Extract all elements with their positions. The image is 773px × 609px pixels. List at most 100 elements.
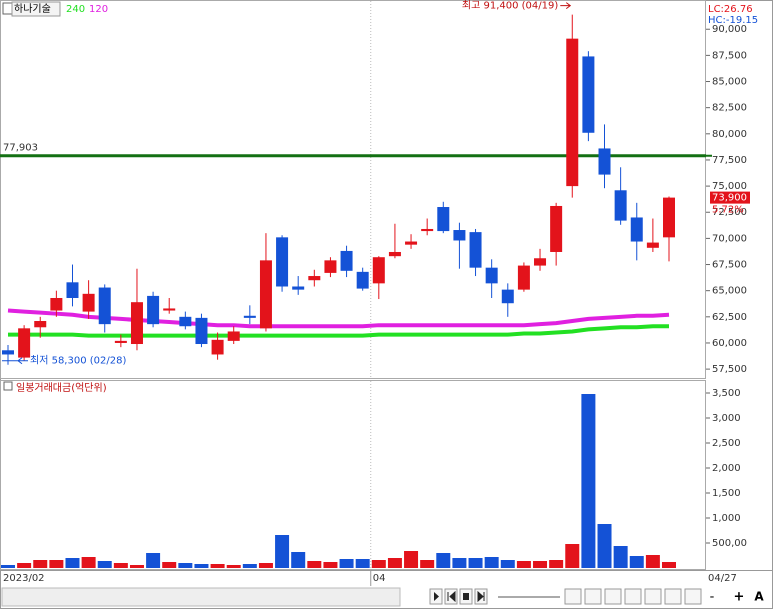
price-panel xyxy=(0,0,706,379)
legend-entry: 240 xyxy=(66,4,85,15)
chart-title: 하나기술 xyxy=(14,2,51,15)
y-tick-label: 75,000 xyxy=(712,181,747,192)
candle-body xyxy=(437,207,450,232)
volume-bar xyxy=(339,559,354,568)
title-box xyxy=(11,1,61,17)
y-tick-label: 85,000 xyxy=(712,77,747,88)
volume-bar xyxy=(404,551,419,568)
candle-body xyxy=(388,251,401,257)
candle-body xyxy=(211,339,224,355)
y-tick-label: 3,500 xyxy=(712,388,741,399)
volume-bar xyxy=(1,565,15,568)
candle-body xyxy=(34,321,47,328)
y-tick-label: 82,500 xyxy=(712,103,747,114)
scrollbar[interactable] xyxy=(1,587,401,607)
moving-average xyxy=(7,308,670,329)
x-tick-label: 2023/02 xyxy=(3,573,45,584)
icon xyxy=(447,590,456,603)
volume-bar xyxy=(613,546,628,568)
volume-bar xyxy=(178,563,193,568)
candle-body xyxy=(630,217,643,242)
y-tick-label: 57,500 xyxy=(712,364,747,375)
candle-body xyxy=(147,295,160,325)
candle-body xyxy=(566,38,579,187)
candle-body xyxy=(485,267,498,284)
candle-body xyxy=(179,316,192,327)
candle-body xyxy=(550,205,563,252)
candle-body xyxy=(276,237,289,287)
volume-bar xyxy=(387,558,402,568)
button[interactable] xyxy=(624,588,642,605)
volume-bar xyxy=(275,535,290,568)
volume-bar xyxy=(371,560,386,568)
volume-bar xyxy=(81,557,96,568)
candle-body xyxy=(663,197,675,238)
volume-bar xyxy=(581,394,596,568)
candle-body xyxy=(18,328,31,358)
y-tick-label: 2,000 xyxy=(712,463,741,474)
high-note: 최고 91,400 (04/19) xyxy=(462,0,558,12)
last-price-box xyxy=(710,191,750,204)
button[interactable] xyxy=(604,588,622,605)
button[interactable] xyxy=(664,588,682,605)
x-tick-label: 04 xyxy=(373,573,386,584)
candle-body xyxy=(614,190,627,221)
candle-body xyxy=(372,257,385,284)
volume-bar xyxy=(33,560,48,568)
zoom-out[interactable]: - xyxy=(710,590,715,605)
candle-body xyxy=(308,276,321,281)
y-tick-label: 70,000 xyxy=(712,233,747,244)
volume-bar xyxy=(65,558,80,568)
volume-bar xyxy=(194,564,209,568)
volume-bar xyxy=(258,563,273,568)
volume-bar xyxy=(210,564,225,568)
volume-bar xyxy=(307,561,322,568)
hc-label: HC:-19.15 xyxy=(708,15,758,26)
volume-bar xyxy=(226,565,241,568)
arrow xyxy=(560,2,572,9)
volume-bar xyxy=(436,553,451,568)
y-tick-label: 65,000 xyxy=(712,286,747,297)
candle-body xyxy=(598,148,611,175)
volume-bar xyxy=(355,559,370,568)
volume-bar xyxy=(533,561,548,568)
volume-bar xyxy=(97,561,112,568)
volume-bar xyxy=(452,558,467,568)
candle-body xyxy=(405,241,418,245)
low-note: 최저 58,300 (02/28) xyxy=(30,355,126,367)
icon xyxy=(434,592,439,601)
volume-bar xyxy=(291,552,306,568)
volume-bar xyxy=(629,556,644,568)
candle-body xyxy=(501,289,514,304)
candle-body xyxy=(292,286,305,290)
candle-body xyxy=(2,350,14,355)
volume-bar xyxy=(662,562,676,568)
candle-body xyxy=(453,230,466,241)
lc-label: LC:26.76 xyxy=(708,4,753,15)
legend-entry: 120 xyxy=(89,4,108,15)
volume-panel xyxy=(0,380,706,570)
icon xyxy=(463,593,469,600)
volume-bar xyxy=(484,557,499,568)
candle-body xyxy=(421,228,434,232)
volume-title: 일봉거래대금(억단위) xyxy=(16,381,107,394)
volume-bar xyxy=(565,544,580,568)
button[interactable] xyxy=(564,588,582,605)
panel-icon[interactable] xyxy=(3,381,13,391)
candle-body xyxy=(66,282,79,298)
button[interactable] xyxy=(644,588,662,605)
candle-body xyxy=(163,308,176,311)
candle-body xyxy=(50,297,63,311)
candle-body xyxy=(130,302,143,345)
candle-body xyxy=(582,56,595,133)
button[interactable] xyxy=(684,588,702,605)
last-price: 73,900 xyxy=(712,193,747,204)
icon xyxy=(477,590,485,603)
volume-bar xyxy=(113,563,128,568)
font-button[interactable]: A xyxy=(754,590,764,604)
y-tick-label: 87,500 xyxy=(712,50,747,61)
zoom-in[interactable]: + xyxy=(734,590,745,605)
button[interactable] xyxy=(584,588,602,605)
